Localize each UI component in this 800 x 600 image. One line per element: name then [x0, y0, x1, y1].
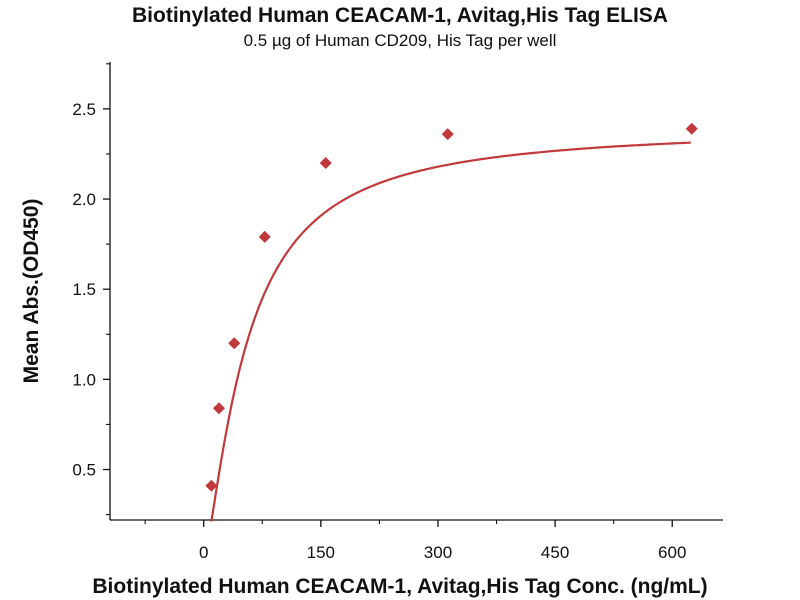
y-axis-title: Mean Abs.(OD450)	[20, 199, 43, 384]
data-point	[319, 156, 332, 169]
data-point	[685, 122, 698, 135]
y-tick-label: 1.0	[72, 370, 96, 389]
x-tick-label: 150	[307, 543, 335, 562]
axis-labels: Biotinylated Human CEACAM-1, Avitag,His …	[20, 199, 708, 598]
data-point	[228, 337, 241, 350]
y-tick-label: 0.5	[72, 461, 96, 480]
data-point	[205, 479, 218, 492]
y-tick-label: 1.5	[72, 280, 96, 299]
y-tick-label: 2.0	[72, 190, 96, 209]
axes: 0 150 300 450 600 0.5 1.0 1.5 2.0 2.5	[72, 62, 723, 562]
data-point	[212, 402, 225, 415]
data-points	[205, 122, 698, 492]
fit-curve	[210, 141, 691, 522]
x-tick-label: 0	[199, 543, 208, 562]
x-axis-title: Biotinylated Human CEACAM-1, Avitag,His …	[92, 575, 707, 598]
x-tick-label: 300	[424, 543, 452, 562]
x-tick-label: 600	[658, 543, 686, 562]
y-tick-label: 2.5	[72, 100, 96, 119]
chart-title: Biotinylated Human CEACAM-1, Avitag,His …	[132, 4, 668, 27]
x-tick-label: 450	[541, 543, 569, 562]
data-point	[258, 230, 271, 243]
data-point	[441, 128, 454, 141]
chart-subtitle: 0.5 µg of Human CD209, His Tag per well	[243, 31, 557, 50]
